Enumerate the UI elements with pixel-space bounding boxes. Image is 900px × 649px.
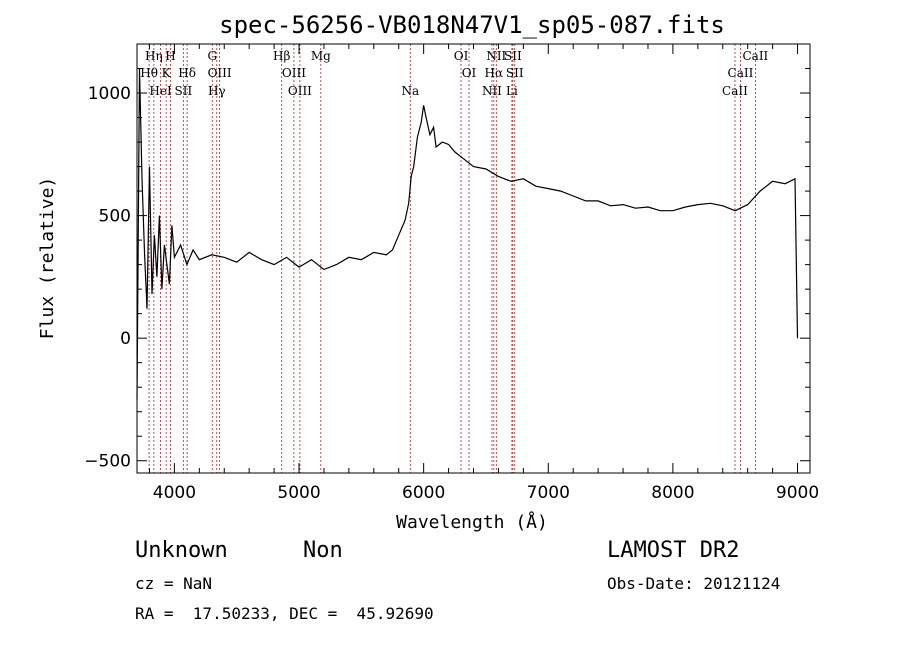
spectral-line-label: CaII	[722, 84, 748, 98]
y-tick-label: 500	[99, 207, 131, 227]
spectral-line-label: OIII	[288, 84, 312, 98]
spectral-line-label: SII	[506, 66, 524, 80]
spectral-line-label: Hα	[485, 66, 504, 80]
spectral-line-label: OI	[462, 66, 477, 80]
x-tick-label: 7000	[527, 483, 570, 503]
spectral-line-label: NII	[486, 49, 506, 63]
object-class: Unknown	[135, 538, 228, 563]
spectral-line-label: Mg	[311, 49, 331, 63]
spectral-line-label: K	[162, 66, 172, 80]
obs-date-label: Obs-Date: 20121124	[607, 574, 781, 593]
object-subclass: Non	[303, 538, 343, 563]
x-tick-label: 5000	[277, 483, 320, 503]
spectral-line-label: Hθ	[140, 66, 158, 80]
spectral-line-label: OI	[454, 49, 469, 63]
spectral-line-label: Hη	[145, 49, 163, 63]
spectral-line-label: HeI	[149, 84, 172, 98]
y-axis-label: Flux (relative)	[37, 177, 58, 340]
y-tick-label: 0	[120, 329, 131, 349]
spectral-line-label: SII	[504, 49, 522, 63]
spectral-line-label: Hβ	[273, 49, 290, 63]
x-axis-label: Wavelength (Å)	[396, 511, 548, 533]
spectrum-chart: spec-56256-VB018N47V1_sp05-087.fits Hη H G…	[37, 11, 819, 533]
spectrum-series-line	[136, 68, 799, 400]
x-tick-label: 9000	[776, 483, 819, 503]
x-tick-label: 4000	[153, 483, 196, 503]
y-axis: −500 0 500 1000	[84, 68, 810, 472]
coordinates-label: RA = 17.50233, DEC = 45.92690	[135, 604, 434, 623]
y-tick-label: 1000	[88, 84, 131, 104]
spectral-line-label: Na	[401, 84, 419, 98]
x-axis: 4000 5000 6000 7000 8000 9000	[148, 44, 819, 503]
redshift-label: cz = NaN	[135, 574, 213, 593]
survey-label: LAMOST DR2	[607, 538, 740, 563]
spectral-line-label: G	[207, 49, 217, 63]
spectral-line-label: Hδ	[178, 66, 196, 80]
spectral-line-label: H	[165, 49, 175, 63]
spectral-line-label: OIII	[208, 66, 232, 80]
x-tick-label: 8000	[651, 483, 694, 503]
spectral-line-label: Li	[506, 84, 518, 98]
spectral-line-markers	[148, 44, 756, 473]
spectral-line-label: OIII	[282, 66, 306, 80]
plot-frame	[136, 43, 811, 474]
y-tick-label: −500	[84, 452, 131, 472]
spectral-line-label: CaII	[728, 66, 754, 80]
spectral-line-label: SII	[175, 84, 193, 98]
spectral-line-label: NII	[482, 84, 502, 98]
spectral-line-label: CaII	[742, 49, 768, 63]
spectral-line-label: Hγ	[208, 84, 226, 98]
x-tick-label: 6000	[402, 483, 445, 503]
chart-title: spec-56256-VB018N47V1_sp05-087.fits	[219, 11, 725, 39]
